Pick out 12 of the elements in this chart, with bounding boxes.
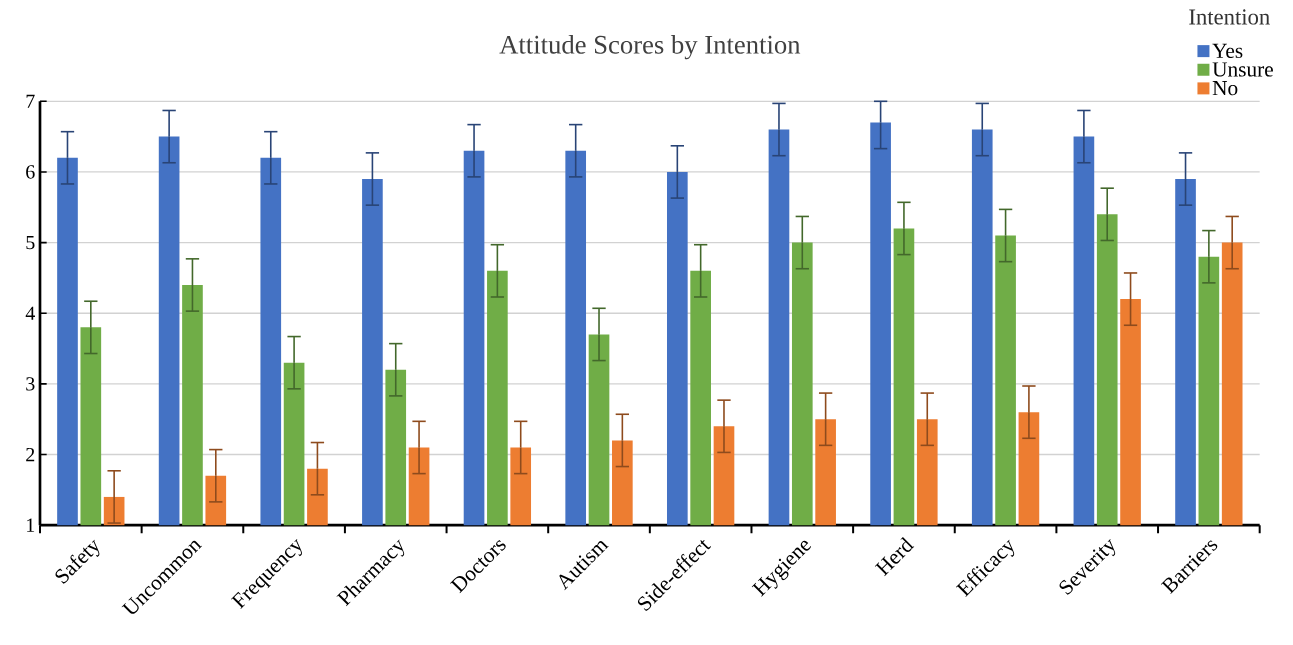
legend-label: No — [1212, 80, 1238, 96]
legend-title: Intention — [1189, 9, 1270, 25]
y-tick-label: 2 — [26, 447, 35, 462]
y-tick-label: 7 — [26, 94, 35, 108]
y-tick-label: 5 — [26, 235, 35, 250]
chart-title: Attitude Scores by Intention — [499, 34, 801, 60]
y-tick-label: 1 — [27, 518, 35, 532]
y-tick-label: 4 — [25, 306, 35, 320]
legend-label: Unsure — [1212, 62, 1273, 77]
y-tick-label: 3 — [26, 377, 35, 391]
y-tick-label: 6 — [26, 165, 35, 179]
legend-label: Yes — [1212, 43, 1243, 58]
